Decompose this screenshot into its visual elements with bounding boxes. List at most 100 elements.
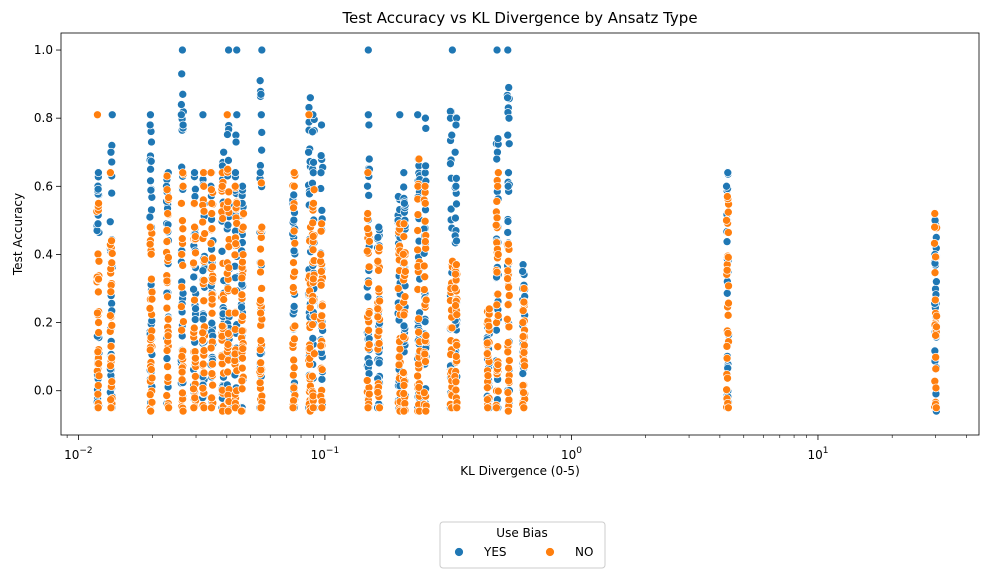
point-no-3-16 — [163, 314, 173, 324]
point-no-0-28 — [93, 110, 102, 120]
point-no-11-27 — [239, 209, 248, 218]
point-yes-13-12 — [289, 190, 299, 200]
point-no-20-12 — [399, 258, 409, 268]
point-no-18-23 — [373, 312, 383, 322]
point-no-4-29 — [177, 198, 186, 208]
point-no-11-12 — [237, 363, 247, 373]
point-no-27-24 — [503, 274, 512, 283]
point-no-20-18 — [400, 292, 410, 302]
point-no-25-28 — [482, 338, 492, 348]
point-yes-5-21 — [190, 315, 200, 324]
point-yes-26-11 — [492, 325, 501, 335]
point-no-12-12 — [256, 365, 266, 375]
point-no-5-25 — [190, 393, 200, 403]
point-no-18-28 — [373, 256, 383, 266]
point-no-3-24 — [162, 391, 172, 400]
point-no-7-23 — [208, 380, 217, 390]
point-no-22-22 — [421, 295, 431, 305]
point-no-26-9 — [492, 213, 502, 223]
legend-box — [439, 521, 606, 569]
point-no-0-21 — [93, 381, 103, 390]
point-no-16-19 — [317, 365, 327, 374]
point-no-13-25 — [289, 203, 298, 213]
y-tick-label: 0.4 — [34, 247, 53, 261]
point-no-7-24 — [207, 294, 217, 304]
point-no-27-10 — [505, 356, 514, 365]
point-no-21-17 — [413, 245, 422, 255]
point-no-28-17 — [518, 332, 528, 341]
point-no-13-6 — [289, 258, 298, 267]
point-yes-17-27 — [364, 154, 374, 164]
point-yes-14-5 — [304, 103, 314, 112]
point-no-17-27 — [363, 209, 373, 218]
point-no-4-4 — [178, 224, 188, 234]
point-no-22-20 — [421, 237, 430, 246]
point-yes-27-29 — [503, 93, 512, 103]
point-no-8-20 — [219, 295, 229, 304]
point-no-3-27 — [162, 171, 172, 181]
x-tick-label: 10−1 — [311, 446, 340, 462]
point-no-4-15 — [178, 261, 188, 270]
point-no-30-14 — [931, 383, 941, 393]
point-no-29-23 — [723, 207, 733, 217]
point-no-27-13 — [504, 376, 513, 386]
point-yes-0-29 — [93, 219, 103, 229]
point-no-13-28 — [289, 181, 299, 191]
point-no-13-26 — [288, 403, 298, 413]
point-no-15-25 — [308, 245, 318, 255]
point-no-15-19 — [308, 320, 317, 329]
point-no-22-19 — [420, 349, 430, 359]
point-no-19-20 — [394, 352, 404, 362]
point-no-13-11 — [290, 267, 299, 277]
point-yes-22-28 — [421, 124, 431, 133]
point-no-26-16 — [491, 220, 501, 230]
point-yes-4-29 — [178, 89, 188, 99]
point-no-7-11 — [207, 369, 217, 378]
point-no-30-26 — [931, 403, 941, 413]
point-no-26-29 — [493, 250, 503, 259]
point-no-10-1 — [230, 286, 240, 296]
point-yes-6-15 — [198, 266, 208, 275]
point-yes-23-30 — [447, 130, 457, 140]
point-no-15-8 — [308, 371, 317, 381]
point-no-7-25 — [208, 274, 218, 284]
point-no-15-10 — [308, 232, 318, 241]
point-yes-24-30 — [451, 181, 461, 191]
point-yes-27-7 — [503, 130, 513, 140]
point-no-29-5 — [724, 228, 733, 237]
point-yes-8-17 — [217, 246, 227, 256]
point-yes-12-24 — [257, 145, 266, 155]
point-yes-30-13 — [932, 277, 941, 287]
point-yes-28-28 — [518, 267, 527, 276]
point-no-7-7 — [207, 199, 217, 208]
point-no-1-16 — [107, 321, 117, 330]
point-no-16-20 — [317, 267, 326, 276]
point-no-7-27 — [207, 185, 216, 195]
point-no-21-23 — [413, 210, 423, 219]
point-no-17-5 — [364, 325, 373, 335]
point-no-5-22 — [189, 323, 199, 333]
point-yes-22-27 — [421, 161, 430, 171]
point-no-2-19 — [147, 373, 157, 383]
point-yes-1-28 — [107, 110, 117, 120]
point-no-18-26 — [375, 403, 384, 413]
point-no-4-6 — [177, 282, 187, 292]
point-yes-23-28 — [448, 45, 457, 55]
point-yes-2-11 — [146, 185, 156, 195]
point-no-6-26 — [199, 403, 209, 413]
x-tick-exponent: 1 — [823, 446, 829, 456]
point-yes-24-29 — [451, 120, 461, 130]
point-no-12-25 — [256, 295, 265, 305]
point-no-24-24 — [451, 377, 461, 387]
point-no-4-22 — [177, 367, 187, 377]
point-no-28-7 — [518, 381, 528, 390]
point-no-5-26 — [189, 403, 199, 413]
point-no-9-28 — [222, 110, 232, 120]
point-no-17-20 — [365, 237, 374, 246]
point-no-12-28 — [256, 178, 266, 188]
point-no-12-21 — [256, 258, 266, 268]
point-no-28-20 — [519, 388, 528, 397]
point-no-29-28 — [722, 216, 731, 225]
point-no-28-24 — [519, 348, 529, 357]
